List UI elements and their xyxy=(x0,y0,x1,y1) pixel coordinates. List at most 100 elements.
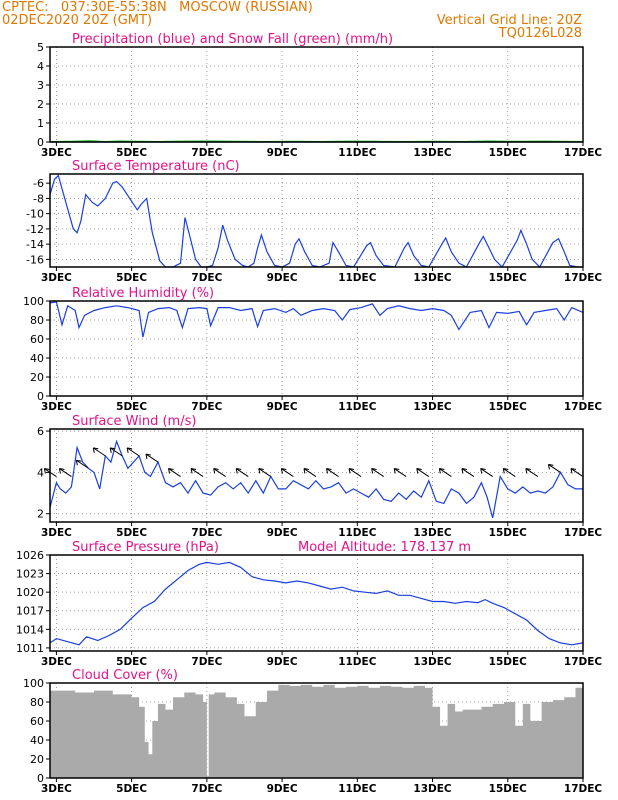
y-tick-label: -8 xyxy=(33,192,44,205)
wind-arrow xyxy=(461,468,475,477)
panel-6: 0 20 40 60 80 100 3DEC 5DEC 7DEC 9DEC 11DEC 13DEC 15… xyxy=(23,668,602,795)
y-tick-label: 100 xyxy=(23,295,44,308)
wind-arrow xyxy=(439,468,452,477)
panel-title: Surface Temperature (nC) xyxy=(72,159,240,174)
wind-arrowhead xyxy=(348,468,355,474)
x-tick-label: 15DEC xyxy=(489,401,528,413)
y-tick-label: 20 xyxy=(30,753,44,766)
y-tick-label: 1026 xyxy=(16,549,44,562)
panel-4: 2 4 6 3DEC 5DEC 7DEC 9DEC 11DEC 13DEC 15DEC 17DEC S… xyxy=(37,414,602,539)
y-tick-label: 2 xyxy=(37,98,44,111)
x-tick-label: 5DEC xyxy=(116,656,147,668)
wind-arrow xyxy=(326,468,339,477)
panel-title: Relative Humidity (%) xyxy=(72,286,214,301)
y-tick-label: 5 xyxy=(37,41,44,54)
wind-arrow xyxy=(503,468,516,477)
wind-arrow xyxy=(548,463,561,473)
y-tick-label: 80 xyxy=(30,314,44,327)
panel-frame xyxy=(49,682,584,779)
y-tick-label: 0 xyxy=(37,136,44,149)
cloud-cover-bars xyxy=(50,684,583,778)
x-tick-label: 9DEC xyxy=(267,656,298,668)
x-tick-label: 17DEC xyxy=(564,527,603,539)
wind-arrowhead xyxy=(393,468,400,474)
x-tick-label: 17DEC xyxy=(564,147,603,159)
x-tick-label: 5DEC xyxy=(116,272,147,284)
y-tick-label: 60 xyxy=(30,715,44,728)
x-tick-label: 3DEC xyxy=(41,147,72,159)
wind-arrow xyxy=(570,468,584,477)
wind-arrowhead xyxy=(570,468,577,474)
x-tick-label: 17DEC xyxy=(564,656,603,668)
wind-arrow xyxy=(348,468,362,477)
x-tick-label: 15DEC xyxy=(489,783,528,795)
wind-arrowhead xyxy=(213,468,219,474)
wind-arrowhead xyxy=(480,468,486,474)
x-tick-label: 7DEC xyxy=(191,656,222,668)
x-tick-label: 9DEC xyxy=(267,147,298,159)
y-tick-label: 2 xyxy=(37,508,44,521)
x-tick-label: 13DEC xyxy=(413,783,452,795)
x-tick-label: 11DEC xyxy=(338,272,377,284)
wind-arrow xyxy=(393,468,407,477)
x-tick-label: 9DEC xyxy=(267,272,298,284)
wind-arrow xyxy=(93,447,106,457)
x-tick-label: 13DEC xyxy=(413,147,452,159)
y-tick-label: 1017 xyxy=(16,605,44,618)
y-tick-label: -16 xyxy=(26,253,44,266)
series-line-1 xyxy=(49,439,583,519)
wind-arrowhead xyxy=(280,468,287,474)
x-tick-label: 7DEC xyxy=(191,401,222,413)
wind-arrowhead xyxy=(126,447,133,453)
x-tick-label: 3DEC xyxy=(41,272,72,284)
wind-arrowhead xyxy=(168,468,174,474)
wind-arrow xyxy=(525,468,539,477)
panel-annotation: Model Altitude: 178.137 m xyxy=(298,540,471,555)
x-tick-label: 7DEC xyxy=(191,272,222,284)
y-tick-label: 40 xyxy=(30,734,44,747)
series-line-1 xyxy=(49,561,584,646)
x-tick-label: 11DEC xyxy=(338,656,377,668)
wind-arrow xyxy=(76,459,89,469)
wind-arrowhead xyxy=(258,468,264,474)
x-tick-label: 3DEC xyxy=(41,656,72,668)
wind-arrowhead xyxy=(438,468,445,474)
x-tick-label: 11DEC xyxy=(338,783,377,795)
x-tick-label: 15DEC xyxy=(489,147,528,159)
series-line-1 xyxy=(49,174,583,268)
x-tick-label: 13DEC xyxy=(413,656,452,668)
wind-arrowhead xyxy=(547,463,554,470)
y-tick-label: 80 xyxy=(30,696,44,709)
y-tick-label: 4 xyxy=(37,60,44,73)
x-tick-label: 3DEC xyxy=(41,783,72,795)
wind-arrow xyxy=(416,468,430,477)
wind-arrowhead xyxy=(145,453,152,460)
x-tick-label: 3DEC xyxy=(41,401,72,413)
header-model-code: TQ0126L028 xyxy=(498,26,582,41)
y-tick-label: -6 xyxy=(33,177,44,190)
wind-arrowhead xyxy=(416,468,422,474)
wind-arrowhead xyxy=(92,447,99,453)
y-tick-label: 1011 xyxy=(16,642,44,655)
wind-arrow xyxy=(59,468,72,477)
panel-frame xyxy=(49,300,584,397)
x-tick-label: 5DEC xyxy=(116,147,147,159)
x-tick-label: 17DEC xyxy=(564,401,603,413)
panel-title: Surface Pressure (hPa) xyxy=(72,540,219,555)
wind-arrowhead xyxy=(58,468,65,474)
wind-arrow xyxy=(109,447,123,457)
panel-5: 1011 1014 1017 1020 1023 1026 3DEC 5DEC 7DEC 9DEC… xyxy=(16,540,602,668)
wind-arrow xyxy=(213,468,226,477)
y-tick-label: 0 xyxy=(37,772,44,785)
y-tick-label: 60 xyxy=(30,333,44,346)
x-tick-label: 15DEC xyxy=(489,656,528,668)
x-tick-label: 11DEC xyxy=(338,147,377,159)
x-tick-label: 13DEC xyxy=(413,527,452,539)
panel-title: Surface Wind (m/s) xyxy=(72,414,196,429)
wind-arrow xyxy=(281,468,294,477)
x-tick-label: 5DEC xyxy=(116,783,147,795)
y-tick-label: -14 xyxy=(26,238,44,251)
panel-frame xyxy=(49,554,584,652)
x-tick-label: 17DEC xyxy=(564,783,603,795)
